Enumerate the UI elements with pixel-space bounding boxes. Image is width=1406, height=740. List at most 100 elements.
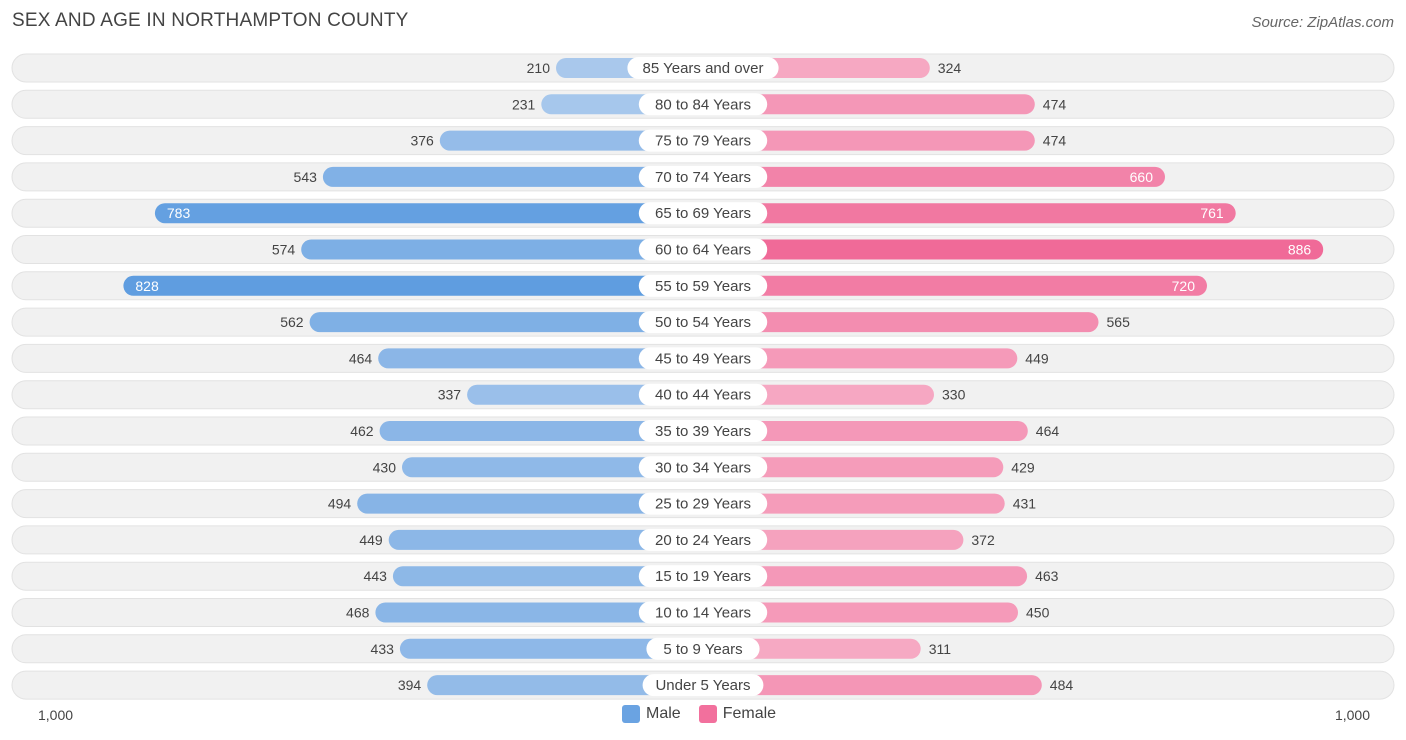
male-value-label: 337 [438, 387, 462, 403]
category-label: 50 to 54 Years [655, 314, 751, 331]
female-swatch [698, 705, 717, 723]
row-14: 15 to 19 Years 443 463 [11, 561, 1395, 591]
male-bar [379, 421, 703, 441]
female-value-label: 311 [929, 641, 952, 657]
row-7: 50 to 54 Years 562 565 [11, 307, 1395, 337]
female-value-label: 761 [1200, 205, 1224, 221]
female-bar [703, 493, 1005, 514]
male-bar [399, 638, 703, 659]
category-label: 60 to 64 Years [655, 242, 751, 259]
category-label: 80 to 84 Years [655, 96, 751, 113]
row-1: 80 to 84 Years 231 474 [11, 89, 1395, 119]
male-value-label: 462 [350, 423, 374, 439]
male-value-label: 574 [272, 242, 296, 258]
male-bar [402, 457, 703, 478]
category-label: 20 to 24 Years [655, 532, 751, 549]
category-label-bg [638, 383, 768, 406]
male-value-label: 464 [349, 350, 373, 366]
row-10: 35 to 39 Years 462 464 [11, 416, 1395, 446]
female-value-label: 450 [1026, 605, 1050, 621]
female-bar [703, 457, 1004, 478]
row-8: 45 to 49 Years 464 449 [11, 343, 1395, 373]
female-value-label: 324 [938, 60, 962, 76]
category-label: Under 5 Years [655, 677, 750, 694]
category-label-bg [638, 238, 768, 261]
category-label-bg [627, 57, 779, 79]
category-label-bg [638, 601, 768, 624]
category-label-bg [638, 420, 768, 442]
category-label-bg [638, 528, 768, 551]
category-label: 15 to 19 Years [655, 568, 751, 585]
male-bar [154, 203, 703, 224]
male-bar [427, 675, 703, 696]
female-bar [703, 529, 964, 550]
male-bar [357, 493, 703, 514]
category-label: 35 to 39 Years [655, 423, 751, 440]
legend-male-label: Male [646, 705, 681, 722]
male-value-label: 494 [328, 496, 352, 512]
female-bar [703, 602, 1018, 623]
category-label-bg [638, 202, 768, 225]
male-bar [378, 348, 703, 369]
category-label-bg [638, 311, 768, 334]
category-label: 70 to 74 Years [655, 169, 751, 186]
male-bar [309, 312, 703, 333]
row-11: 30 to 34 Years 430 429 [11, 452, 1395, 482]
male-value-label: 828 [135, 278, 159, 294]
female-value-label: 474 [1043, 133, 1067, 149]
female-bar [703, 421, 1028, 441]
row-2: 75 to 79 Years 376 474 [11, 126, 1395, 156]
row-15: 10 to 14 Years 468 450 [11, 598, 1395, 627]
category-label-bg [638, 129, 768, 152]
category-label: 40 to 44 Years [655, 387, 751, 404]
axis-left-label: 1,000 [38, 707, 74, 723]
category-label: 85 Years and over [643, 60, 764, 77]
category-label: 65 to 69 Years [655, 205, 751, 222]
category-label: 75 to 79 Years [655, 133, 751, 150]
row-17: Under 5 Years 394 484 [11, 670, 1395, 700]
category-label: 55 to 59 Years [655, 278, 751, 295]
axis-right-label: 1,000 [1334, 707, 1370, 723]
female-value-label: 429 [1011, 459, 1035, 475]
female-bar [703, 348, 1018, 369]
male-value-label: 443 [364, 568, 388, 584]
legend-female-label: Female [722, 705, 777, 722]
category-label-bg [638, 165, 768, 188]
row-6: 55 to 59 Years 828 720 [11, 271, 1395, 301]
row-13: 20 to 24 Years 449 372 [11, 525, 1395, 555]
row-9: 40 to 44 Years 337 330 [11, 380, 1395, 410]
row-4: 65 to 69 Years 783 761 [11, 198, 1395, 228]
female-value-label: 330 [942, 387, 966, 403]
male-bar [439, 130, 703, 151]
female-bar [703, 94, 1035, 115]
female-bar [703, 675, 1042, 696]
female-value-label: 565 [1107, 314, 1131, 330]
male-bar [322, 166, 703, 187]
category-label: 5 to 9 Years [663, 641, 742, 658]
female-bar [703, 203, 1236, 224]
male-bar [301, 239, 703, 260]
male-swatch [622, 705, 640, 723]
male-value-label: 543 [294, 169, 318, 185]
chart-title: SEX AND AGE IN NORTHAMPTON COUNTY [12, 10, 409, 31]
male-bar [392, 566, 703, 587]
row-5: 60 to 64 Years 574 886 [11, 235, 1395, 264]
female-value-label: 431 [1013, 496, 1037, 512]
category-label-bg [638, 492, 768, 515]
male-value-label: 468 [346, 605, 370, 621]
category-label-bg [646, 637, 760, 660]
female-bar [703, 130, 1035, 151]
row-12: 25 to 29 Years 494 431 [11, 489, 1395, 519]
female-value-label: 449 [1025, 350, 1049, 366]
male-bar [375, 602, 703, 623]
male-bar [388, 529, 703, 550]
male-value-label: 210 [527, 60, 551, 76]
female-value-label: 886 [1288, 242, 1312, 258]
male-value-label: 430 [373, 459, 397, 475]
female-value-label: 463 [1035, 568, 1059, 584]
female-bar [703, 566, 1028, 587]
legend: Male Female [622, 705, 786, 723]
row-3: 70 to 74 Years 543 660 [11, 162, 1395, 192]
category-label-bg [638, 347, 768, 370]
